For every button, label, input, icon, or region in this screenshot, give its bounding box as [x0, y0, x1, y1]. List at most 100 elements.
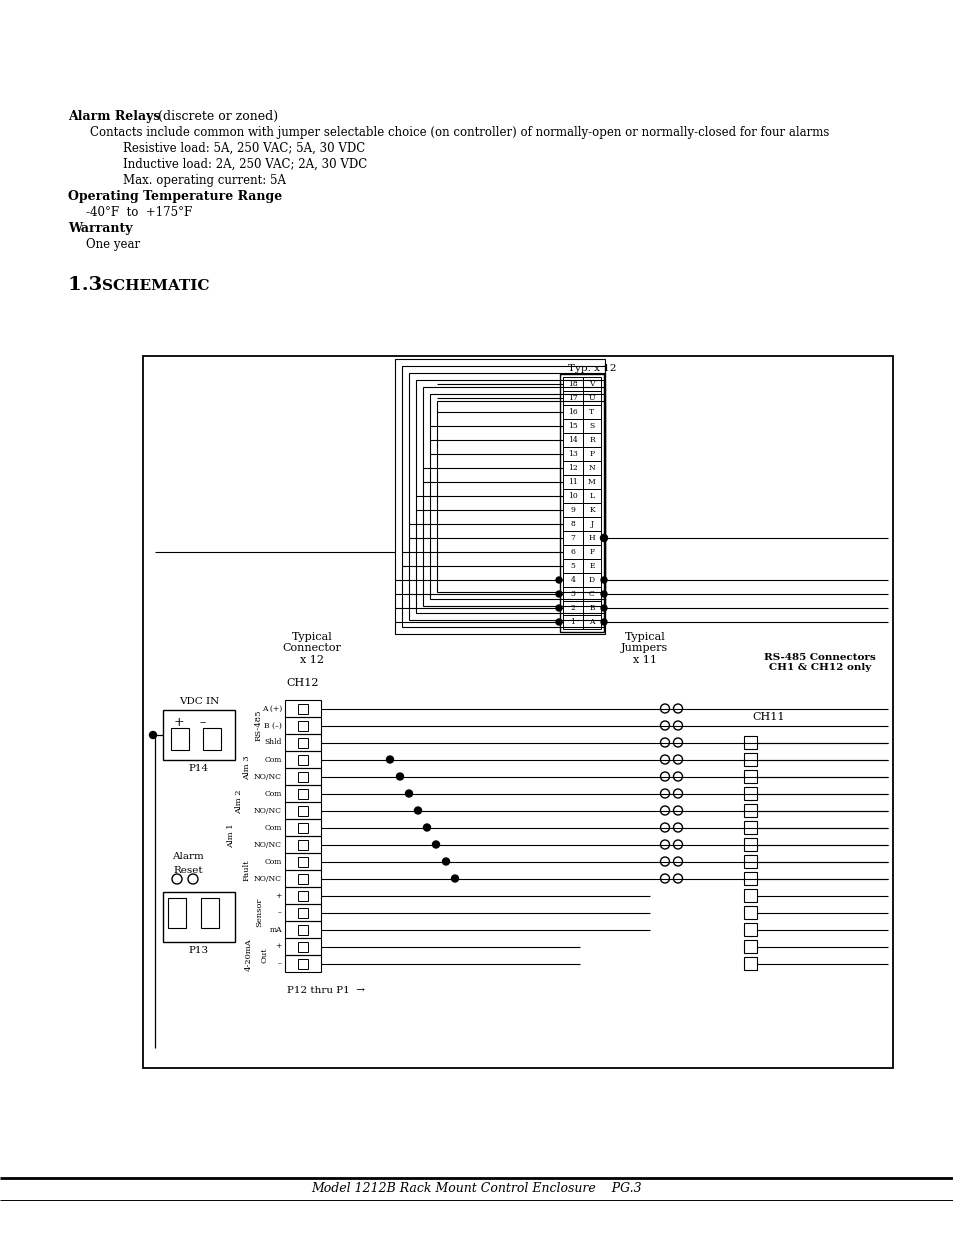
Bar	[297, 805, 308, 815]
Text: CH12: CH12	[287, 678, 319, 688]
Text: D: D	[588, 576, 595, 584]
Text: 18: 18	[568, 380, 578, 388]
Bar	[562, 433, 582, 447]
Text: VDC IN: VDC IN	[178, 697, 219, 706]
Text: Alm 3: Alm 3	[243, 756, 251, 781]
Bar	[743, 769, 757, 783]
Bar	[297, 925, 308, 935]
Bar	[409, 373, 604, 620]
Text: C: C	[589, 590, 595, 598]
Circle shape	[442, 858, 449, 864]
Text: 11: 11	[568, 478, 578, 487]
Bar	[163, 710, 234, 760]
Bar	[582, 489, 600, 503]
Text: S: S	[589, 422, 594, 430]
Bar	[582, 601, 600, 615]
Bar	[562, 503, 582, 517]
Bar	[582, 461, 600, 475]
Text: 15: 15	[568, 422, 578, 430]
Text: 4-20mA: 4-20mA	[245, 939, 253, 972]
Text: 17: 17	[568, 394, 578, 403]
Bar	[297, 908, 308, 918]
Bar	[743, 753, 757, 766]
Text: RS-485 Connectors
CH1 & CH12 only: RS-485 Connectors CH1 & CH12 only	[763, 652, 875, 672]
Bar	[297, 772, 308, 782]
Text: J: J	[590, 520, 593, 529]
Bar	[582, 447, 600, 461]
Text: L: L	[589, 492, 594, 500]
Text: 16: 16	[568, 408, 578, 416]
Bar	[297, 737, 308, 747]
Bar	[743, 839, 757, 851]
Text: 14: 14	[568, 436, 578, 445]
Text: Inductive load: 2A, 250 VAC; 2A, 30 VDC: Inductive load: 2A, 250 VAC; 2A, 30 VDC	[123, 158, 367, 170]
Text: One year: One year	[86, 238, 140, 251]
Text: Resistive load: 5A, 250 VAC; 5A, 30 VDC: Resistive load: 5A, 250 VAC; 5A, 30 VDC	[123, 142, 365, 156]
Text: P13: P13	[189, 946, 209, 955]
Text: 1: 1	[570, 618, 575, 626]
Bar	[562, 601, 582, 615]
Text: -40°F  to  +175°F: -40°F to +175°F	[86, 206, 193, 219]
Text: K: K	[589, 506, 595, 514]
Circle shape	[386, 756, 393, 763]
Text: Alm 1: Alm 1	[227, 824, 234, 848]
Bar	[582, 559, 600, 573]
Circle shape	[599, 535, 607, 541]
Bar	[743, 821, 757, 834]
Text: +: +	[275, 892, 282, 899]
Text: V: V	[589, 380, 594, 388]
Circle shape	[432, 841, 439, 848]
Bar	[285, 751, 320, 768]
Text: 9: 9	[570, 506, 575, 514]
Text: Max. operating current: 5A: Max. operating current: 5A	[123, 174, 286, 186]
Bar	[297, 755, 308, 764]
Text: P14: P14	[189, 764, 209, 773]
Text: –: –	[200, 716, 206, 729]
Text: U: U	[588, 394, 595, 403]
Bar	[582, 475, 600, 489]
Text: 6: 6	[570, 548, 575, 556]
Bar	[285, 819, 320, 836]
Bar	[163, 892, 234, 942]
Text: NO/NC: NO/NC	[253, 841, 282, 848]
Bar	[285, 921, 320, 939]
Text: H: H	[588, 534, 595, 542]
Text: 3: 3	[570, 590, 575, 598]
Bar	[297, 941, 308, 951]
Text: 2: 2	[570, 604, 575, 613]
Text: 10: 10	[568, 492, 578, 500]
Circle shape	[405, 790, 412, 797]
Text: Com: Com	[264, 857, 282, 866]
Text: Shld: Shld	[264, 739, 282, 746]
Text: Alarm Relays: Alarm Relays	[68, 110, 160, 124]
Text: –: –	[278, 960, 282, 967]
Text: Contacts include common with jumper selectable choice (on controller) of normall: Contacts include common with jumper sele…	[90, 126, 828, 140]
Text: Com: Com	[264, 756, 282, 763]
Bar	[562, 447, 582, 461]
Bar	[297, 890, 308, 900]
Bar	[297, 840, 308, 850]
Bar	[743, 787, 757, 800]
Text: P12 thru P1  →: P12 thru P1 →	[287, 986, 365, 995]
Bar	[285, 768, 320, 785]
Bar	[401, 366, 604, 627]
Circle shape	[150, 731, 156, 739]
Text: Fault: Fault	[243, 860, 251, 881]
Bar	[743, 957, 757, 969]
Bar	[285, 939, 320, 955]
Text: Typical
Jumpers
x 11: Typical Jumpers x 11	[620, 632, 668, 664]
Text: A (+): A (+)	[261, 704, 282, 713]
Bar	[743, 889, 757, 902]
Text: Alarm: Alarm	[172, 852, 204, 861]
Bar	[582, 433, 600, 447]
Bar	[201, 898, 219, 927]
Circle shape	[556, 619, 561, 625]
Bar	[422, 387, 604, 606]
Bar	[562, 517, 582, 531]
Bar	[143, 356, 892, 1068]
Circle shape	[600, 577, 606, 583]
Bar	[168, 898, 186, 927]
Text: CH11: CH11	[751, 713, 783, 722]
Bar	[582, 503, 600, 517]
Text: Operating Temperature Range: Operating Temperature Range	[68, 190, 282, 203]
